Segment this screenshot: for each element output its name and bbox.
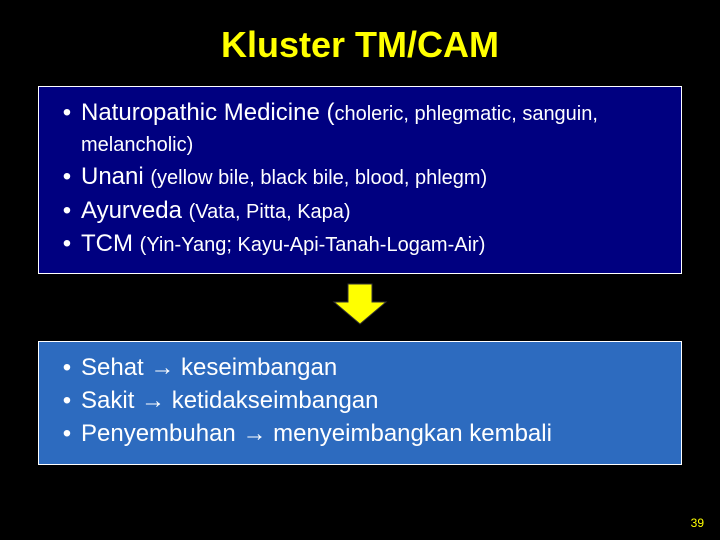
bullet-item: • Sehat → keseimbangan xyxy=(53,352,667,383)
bullet-text: Ayurveda (Vata, Pitta, Kapa) xyxy=(81,195,667,226)
bullet-text: Penyembuhan → menyeimbangkan kembali xyxy=(81,418,667,449)
bullet-main: Unani xyxy=(81,163,150,190)
bullet-marker: • xyxy=(53,195,81,226)
bullet-text: Naturopathic Medicine (choleric, phlegma… xyxy=(81,97,667,159)
bullet-text: Sakit → ketidakseimbangan xyxy=(81,385,667,416)
bullet-item: • Sakit → ketidakseimbangan xyxy=(53,385,667,416)
bullet-text: Sehat → keseimbangan xyxy=(81,352,667,383)
bullet-text: TCM (Yin-Yang; Kayu-Api-Tanah-Logam-Air) xyxy=(81,228,667,259)
slide-title: Kluster TM/CAM xyxy=(0,0,720,80)
bullet-item: • Naturopathic Medicine (choleric, phleg… xyxy=(53,97,667,159)
bullet-main: TCM xyxy=(81,230,140,257)
bullet-text: Unani (yellow bile, black bile, blood, p… xyxy=(81,161,667,192)
bullet-item: • Penyembuhan → menyeimbangkan kembali xyxy=(53,418,667,449)
bullet-item: • TCM (Yin-Yang; Kayu-Api-Tanah-Logam-Ai… xyxy=(53,228,667,259)
content-box-bottom: • Sehat → keseimbangan • Sakit → ketidak… xyxy=(38,341,682,465)
bullet-sub: (yellow bile, black bile, blood, phlegm) xyxy=(150,167,487,189)
bullet-marker: • xyxy=(53,385,81,416)
bullet-main: Ayurveda xyxy=(81,197,189,224)
content-box-top: • Naturopathic Medicine (choleric, phleg… xyxy=(38,86,682,274)
bullet-main: Naturopathic Medicine ( xyxy=(81,99,334,126)
bullet-marker: • xyxy=(53,161,81,192)
bullet-marker: • xyxy=(53,228,81,259)
bullet-sub: (Yin-Yang; Kayu-Api-Tanah-Logam-Air) xyxy=(140,234,486,256)
arrow-container xyxy=(0,282,720,331)
bullet-marker: • xyxy=(53,97,81,128)
bullet-item: • Ayurveda (Vata, Pitta, Kapa) xyxy=(53,195,667,226)
bullet-item: • Unani (yellow bile, black bile, blood,… xyxy=(53,161,667,192)
down-arrow-icon xyxy=(332,282,388,326)
bullet-marker: • xyxy=(53,418,81,449)
bullet-marker: • xyxy=(53,352,81,383)
bullet-sub: (Vata, Pitta, Kapa) xyxy=(189,201,351,223)
page-number: 39 xyxy=(691,516,704,530)
